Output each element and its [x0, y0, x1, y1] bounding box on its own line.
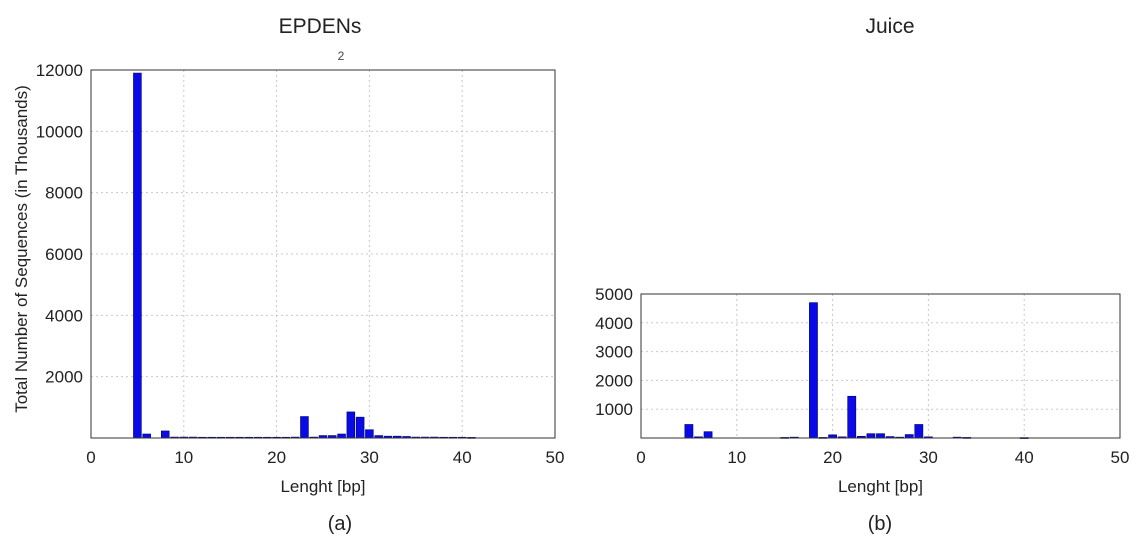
x-tick-label: 10	[727, 448, 746, 467]
x-tick-label: 20	[823, 448, 842, 467]
bar	[142, 433, 151, 439]
x-axis-label: Lenght [bp]	[838, 477, 923, 496]
y-tick-label: 4000	[595, 314, 633, 333]
bar	[161, 430, 170, 439]
bar	[847, 395, 857, 439]
bar	[914, 424, 924, 439]
x-tick-label: 20	[267, 448, 286, 467]
chart-panel-b: Juice 0 10 20 30 40 50 1000 2000 3000 4000 5000 Leng…	[595, 15, 1129, 496]
chart-annotation: 2	[338, 49, 345, 63]
bar	[703, 431, 713, 439]
x-axis-label: Lenght [bp]	[280, 477, 365, 496]
bar	[365, 429, 374, 439]
y-tick-label: 3000	[595, 343, 633, 362]
y-tick-label: 10000	[36, 122, 83, 141]
panel-label-b: (b)	[868, 513, 892, 535]
plot-frame	[640, 293, 1121, 439]
y-tick-label: 2000	[595, 371, 633, 390]
bar	[337, 433, 346, 439]
bar	[133, 72, 142, 439]
y-tick-label: 8000	[45, 184, 83, 203]
panel-label-a: (a)	[328, 513, 352, 535]
y-tick-label: 5000	[595, 285, 633, 304]
x-tick-label: 50	[1111, 448, 1130, 467]
x-tick-label: 40	[1015, 448, 1034, 467]
y-tick-label: 12000	[36, 61, 83, 80]
plot-frame	[90, 69, 556, 439]
bar	[809, 302, 818, 439]
chart-title: EPDENs	[279, 15, 362, 38]
x-tick-label: 0	[86, 448, 95, 467]
bar	[355, 416, 365, 439]
bar	[346, 411, 356, 439]
y-axis-label: Total Number of Sequences (in Thousands)	[12, 85, 31, 413]
y-tick-label: 1000	[595, 400, 633, 419]
y-tick-label: 4000	[45, 306, 83, 325]
chart-title: Juice	[865, 15, 914, 38]
bar	[866, 433, 876, 439]
x-tick-label: 40	[453, 448, 472, 467]
x-tick-label: 30	[919, 448, 938, 467]
bar	[684, 424, 694, 439]
bar	[300, 416, 309, 439]
x-tick-label: 50	[546, 448, 565, 467]
y-tick-label: 6000	[45, 245, 83, 264]
bar	[904, 434, 914, 439]
bar	[876, 433, 885, 439]
x-tick-label: 30	[360, 448, 379, 467]
y-tick-label: 2000	[45, 368, 83, 387]
x-tick-label: 0	[636, 448, 645, 467]
x-tick-label: 10	[174, 448, 193, 467]
